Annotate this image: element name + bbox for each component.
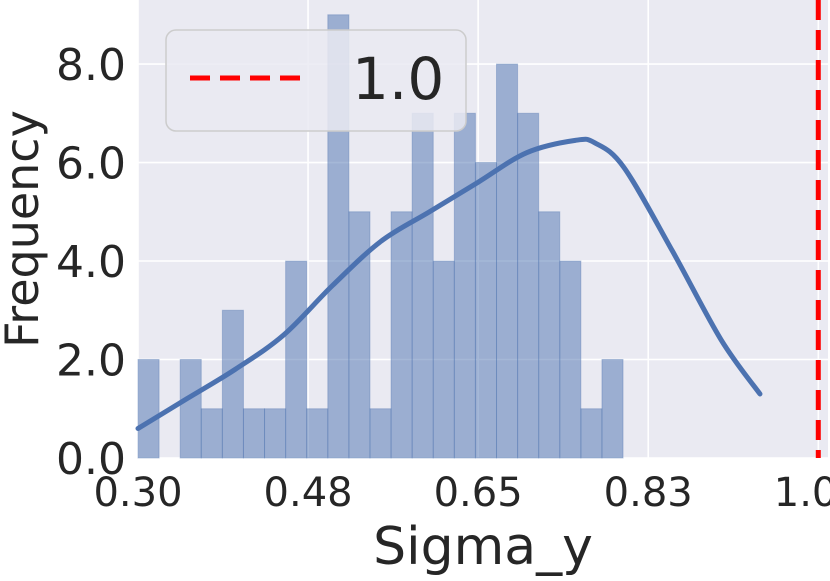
y-tick-label: 4.0	[56, 237, 126, 288]
histogram-bar	[221, 309, 244, 459]
y-axis-label: Frequency	[0, 110, 49, 348]
histogram-bar	[200, 408, 223, 459]
histogram-bar	[432, 260, 455, 459]
histogram-bar	[369, 408, 392, 459]
histogram-bar	[390, 211, 413, 459]
y-tick-label: 6.0	[56, 139, 126, 190]
x-axis-label: Sigma_y	[373, 517, 593, 576]
histogram-bar	[285, 260, 308, 459]
kde-curve	[135, 136, 763, 431]
x-tick-label: 1.00	[774, 470, 830, 516]
histogram-bar	[517, 112, 540, 459]
histogram-bar	[348, 211, 371, 459]
histogram-bar	[453, 112, 476, 459]
histogram-bar	[559, 260, 582, 459]
y-tick-label: 0.0	[56, 434, 126, 485]
histogram-bar	[496, 63, 519, 459]
histogram-bar	[411, 112, 434, 459]
legend-box	[165, 29, 467, 132]
histogram-bar	[137, 359, 160, 459]
x-tick-label: 0.65	[434, 470, 523, 516]
histogram-bar	[580, 408, 603, 459]
legend: 1.0	[165, 29, 467, 132]
y-tick-label: 2.0	[56, 336, 126, 387]
histogram-bar	[601, 359, 624, 459]
histogram-bar	[179, 359, 202, 459]
x-tick-label: 0.48	[264, 470, 353, 516]
x-tick-label: 0.83	[604, 470, 693, 516]
histogram-bar	[474, 162, 498, 459]
histogram-bar	[264, 408, 287, 459]
histogram-bar	[538, 211, 561, 459]
x-tick-label: 0.30	[93, 470, 182, 516]
histogram-bar	[306, 408, 329, 459]
x-tick-labels: 0.30 0.48 0.65 0.83 1.00	[93, 470, 830, 516]
y-tick-label: 8.0	[56, 40, 126, 91]
histogram-bar	[242, 408, 266, 459]
y-tick-labels: 0.0 2.0 4.0 6.0 8.0	[56, 40, 126, 485]
legend-label: 1.0	[352, 45, 444, 113]
